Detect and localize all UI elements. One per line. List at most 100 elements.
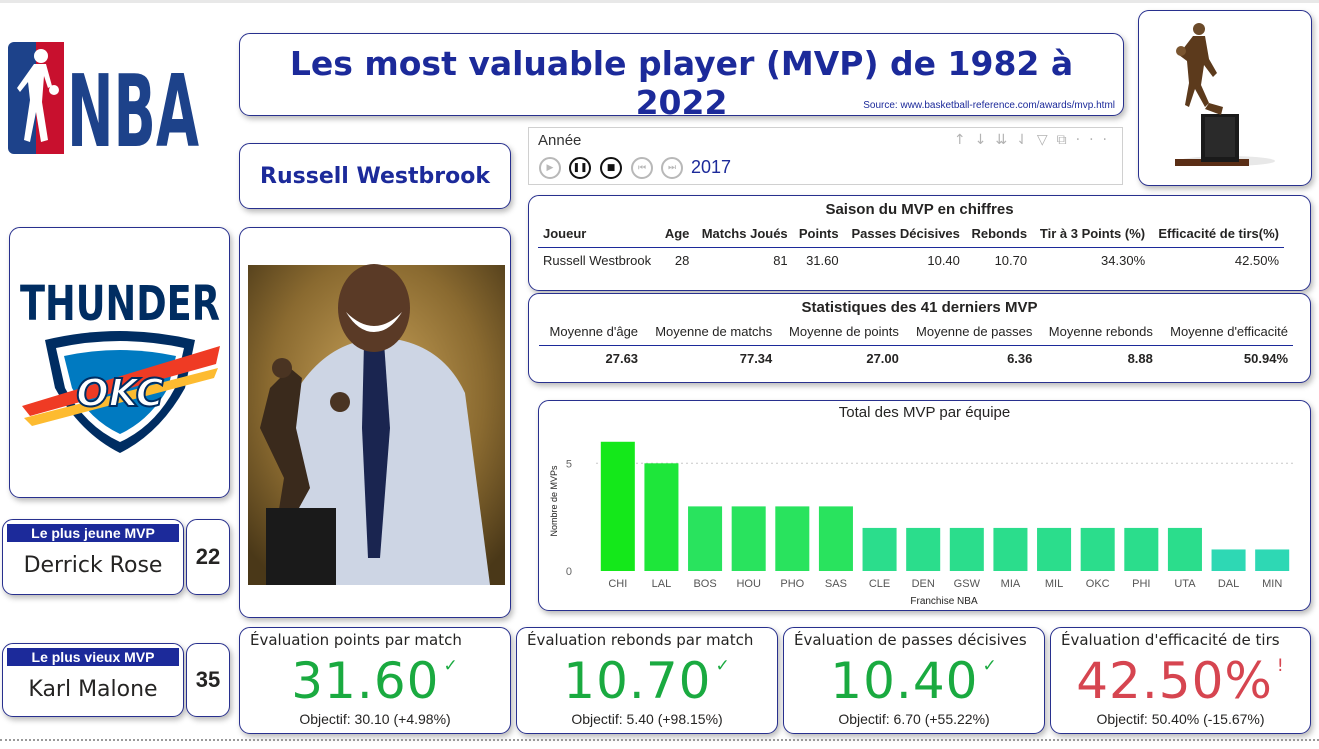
- bar-bos: [688, 506, 723, 571]
- previous-icon[interactable]: ⏮: [631, 157, 653, 179]
- kpi-rebounds-goal: Objectif: 5.40 (+98.15%): [571, 711, 723, 727]
- expand-all-icon[interactable]: ⇊: [995, 132, 1017, 148]
- x-tick-label: LAL: [652, 578, 672, 590]
- expand-next-icon[interactable]: ⇃: [1016, 132, 1037, 148]
- stop-icon[interactable]: ■: [600, 157, 622, 179]
- col-assists: Passes Décisives: [843, 221, 965, 248]
- youngest-mvp-card: Le plus jeune MVP Derrick Rose: [2, 519, 184, 595]
- thunder-logo: THUNDER OKC: [20, 276, 220, 453]
- oldest-mvp-label: Le plus vieux MVP: [7, 648, 179, 666]
- filter-icon[interactable]: ▽: [1036, 132, 1057, 148]
- season-table-card: Saison du MVP en chiffres Joueur Age Mat…: [528, 195, 1311, 291]
- kpi-efficiency-goal: Objectif: 50.40% (-15.67%): [1096, 711, 1265, 727]
- team-logo-card: THUNDER OKC: [9, 227, 230, 498]
- chart-title: Total des MVP par équipe: [838, 404, 1011, 421]
- source-link[interactable]: Source: www.basketball-reference.com/awa…: [863, 100, 1115, 111]
- x-tick-label: PHI: [1132, 578, 1150, 590]
- kpi-points-label: Évaluation points par match: [250, 631, 462, 649]
- visual-toolbar: ↑↓⇊⇃▽⧉···: [954, 132, 1116, 148]
- x-tick-label: MIA: [1001, 578, 1021, 590]
- slicer-label: Année: [538, 132, 582, 149]
- kpi-efficiency-card: Évaluation d'efficacité de tirs 42.50%! …: [1050, 627, 1311, 734]
- title-card: Les most valuable player (MVP) de 1982 à…: [239, 33, 1124, 122]
- col-age: Age: [658, 221, 695, 248]
- x-tick-label: SAS: [825, 578, 847, 590]
- nba-wordmark: NBA: [67, 53, 199, 154]
- page-title: Les most valuable player (MVP) de 1982 à…: [289, 44, 1074, 122]
- x-tick-label: DAL: [1218, 578, 1239, 590]
- col-efficiency: Efficacité de tirs(%): [1150, 221, 1284, 248]
- season-table: Joueur Age Matchs Joués Points Passes Dé…: [538, 221, 1284, 273]
- bottom-edge: [0, 739, 1319, 741]
- kpi-assists-value: 10.40 ✓: [830, 652, 998, 710]
- bar-sas: [818, 506, 853, 571]
- kpi-points-card: Évaluation points par match 31.60 ✓ Objec…: [239, 627, 511, 734]
- bar-min: [1255, 549, 1290, 571]
- x-tick-label: DEN: [912, 578, 935, 590]
- youngest-mvp-name: Derrick Rose: [23, 553, 163, 578]
- youngest-mvp-age: 22: [195, 544, 221, 569]
- kpi-points-goal: Objectif: 30.10 (+4.98%): [299, 711, 451, 727]
- oldest-age-card: 35: [186, 643, 230, 717]
- slicer-year: 2017: [691, 157, 732, 177]
- warning-icon: !: [1276, 656, 1285, 676]
- check-icon: ✓: [982, 656, 998, 676]
- youngest-mvp-label: Le plus jeune MVP: [7, 524, 179, 542]
- bar-den: [906, 527, 941, 571]
- play-icon[interactable]: ▶: [539, 157, 561, 179]
- stats-table-card: Statistiques des 41 derniers MVP Moyenne…: [528, 293, 1311, 383]
- kpi-rebounds-value: 10.70 ✓: [563, 652, 731, 710]
- col-player: Joueur: [538, 221, 659, 248]
- season-table-title: Saison du MVP en chiffres: [825, 201, 1014, 218]
- stats-table-title: Statistiques des 41 derniers MVP: [801, 299, 1038, 316]
- bar-hou: [731, 506, 766, 571]
- mvp-trophy-image: [1175, 23, 1275, 166]
- check-icon: ✓: [715, 656, 731, 676]
- thunder-wordmark: THUNDER: [20, 276, 220, 332]
- x-tick-label: BOS: [693, 578, 716, 590]
- check-icon: ✓: [443, 656, 459, 676]
- bar-chi: [600, 441, 635, 571]
- x-tick-label: PHO: [780, 578, 804, 590]
- trophy-card: [1138, 10, 1312, 186]
- x-tick-label: MIN: [1262, 578, 1282, 590]
- x-axis-label: Franchise NBA: [910, 596, 978, 607]
- col-rebounds: Rebonds: [964, 221, 1033, 248]
- y-tick-label: 0: [566, 566, 572, 578]
- stats-table-header: Moyenne d'âge Moyenne de matchs Moyenne …: [539, 319, 1293, 346]
- x-tick-label: OKC: [1086, 578, 1110, 590]
- nba-logo: NBA: [8, 42, 203, 170]
- bar-cle: [862, 527, 897, 571]
- bar-pho: [775, 506, 810, 571]
- bar-uta: [1167, 527, 1202, 571]
- youngest-age-card: 22: [186, 519, 230, 595]
- bar-mia: [993, 527, 1028, 571]
- x-tick-label: CLE: [869, 578, 890, 590]
- table-row[interactable]: Russell Westbrook 28 81 31.60 10.40 10.7…: [543, 252, 1279, 268]
- x-tick-label: UTA: [1174, 578, 1196, 590]
- kpi-assists-label: Évaluation de passes décisives: [794, 631, 1027, 649]
- kpi-assists-card: Évaluation de passes décisives 10.40 ✓ Ob…: [783, 627, 1045, 734]
- oldest-mvp-age: 35: [195, 667, 221, 692]
- x-tick-label: HOU: [736, 578, 761, 590]
- x-tick-label: CHI: [608, 578, 627, 590]
- bar-phi: [1124, 527, 1159, 571]
- drill-up-icon[interactable]: ↑: [953, 132, 975, 148]
- more-options-icon[interactable]: ···: [1075, 132, 1116, 148]
- year-slicer[interactable]: Année ↑↓⇊⇃▽⧉··· ▶ ❚❚ ■ ⏮ ⏭ 2017: [528, 127, 1123, 185]
- bar-dal: [1211, 549, 1246, 571]
- player-name-card: Russell Westbrook: [239, 143, 511, 209]
- player-photo: [248, 264, 505, 585]
- oldest-mvp-name: Karl Malone: [28, 677, 158, 702]
- bar-lal: [644, 463, 679, 571]
- focus-mode-icon[interactable]: ⧉: [1056, 132, 1076, 148]
- x-tick-label: MIL: [1045, 578, 1063, 590]
- next-icon[interactable]: ⏭: [661, 157, 683, 179]
- player-name: Russell Westbrook: [260, 164, 490, 189]
- pause-icon[interactable]: ❚❚: [569, 157, 591, 179]
- x-tick-label: GSW: [954, 578, 981, 590]
- mvp-by-team-chart-card: Total des MVP par équipe 0 5 Nombre de MVP…: [538, 400, 1311, 611]
- oldest-mvp-card: Le plus vieux MVP Karl Malone: [2, 643, 184, 717]
- drill-down-icon[interactable]: ↓: [974, 132, 996, 148]
- table-row[interactable]: 27.63 77.34 27.00 6.36 8.88 50.94%: [605, 350, 1289, 366]
